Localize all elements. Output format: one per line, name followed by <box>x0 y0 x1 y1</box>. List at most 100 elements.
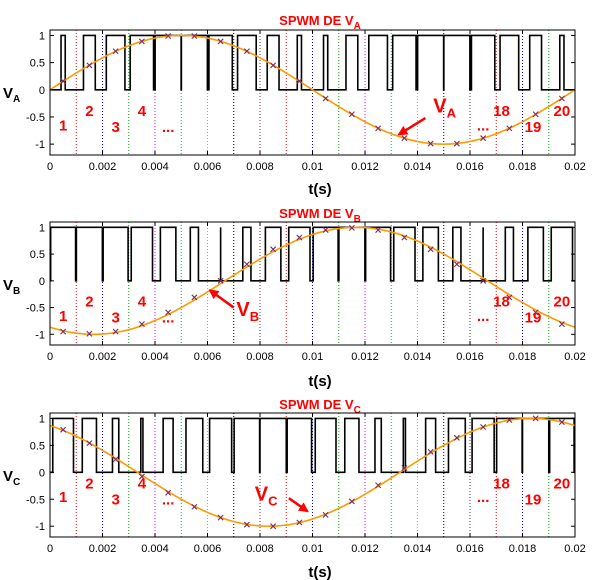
sample-marker <box>558 321 565 328</box>
subplot-title: SPWM DE VC <box>279 397 361 416</box>
x-tick-label: 0.008 <box>246 543 274 555</box>
sample-marker <box>480 424 487 431</box>
x-tick-label: 0.02 <box>564 351 585 363</box>
segment-label: 3 <box>111 310 119 327</box>
segment-label: 3 <box>111 492 119 509</box>
x-tick-label: 0.012 <box>351 543 379 555</box>
callout-arrow <box>288 497 309 513</box>
subplot-vc: SPWM DE VC VC t(s) 0 0.002 0.004 0.006 0.008… <box>3 397 586 580</box>
y-tick-label: -1 <box>35 521 45 533</box>
segment-label: 4 <box>138 293 147 310</box>
sample-marker <box>243 48 250 55</box>
sample-marker <box>322 227 329 234</box>
segment-label: ... <box>162 310 175 327</box>
segment-label: 19 <box>525 492 542 509</box>
segment-label: ... <box>477 118 490 135</box>
x-tick-label: 0.004 <box>141 161 169 173</box>
y-tick-label: 0.5 <box>30 58 45 70</box>
sample-marker <box>480 135 487 142</box>
x-axis-label: t(s) <box>308 564 331 580</box>
y-tick-label: 0 <box>39 85 45 97</box>
sample-marker <box>296 78 303 85</box>
sample-marker <box>322 511 329 518</box>
x-tick-label: 0.002 <box>89 351 117 363</box>
segment-label: 18 <box>493 293 510 310</box>
x-tick-label: 0.016 <box>456 543 484 555</box>
sample-marker <box>480 277 487 284</box>
segment-label: 1 <box>59 308 67 325</box>
y-tick-label: 0.5 <box>30 440 45 452</box>
x-tick-label: 0.002 <box>89 161 117 173</box>
callout-arrow <box>208 289 235 309</box>
segment-label: 2 <box>85 475 93 492</box>
sample-marker <box>112 456 119 463</box>
sample-marker <box>427 448 434 455</box>
sample-marker <box>217 514 224 521</box>
sample-marker <box>138 473 145 480</box>
y-tick-label: 1 <box>39 222 45 234</box>
subplot-title: SPWM DE VB <box>279 206 361 225</box>
segment-label: 1 <box>59 118 67 135</box>
x-tick-label: 0.02 <box>564 161 585 173</box>
x-tick-label: 0.02 <box>564 543 585 555</box>
segment-label: 2 <box>85 293 93 310</box>
sample-marker <box>348 224 355 231</box>
segment-label: 2 <box>85 103 93 120</box>
sine-reference-line <box>49 34 576 145</box>
sample-marker <box>453 140 460 147</box>
callout-label: VB <box>236 299 259 324</box>
y-tick-label: 0 <box>39 467 45 479</box>
y-axis-label: VC <box>3 468 20 488</box>
x-tick-label: 0.008 <box>246 161 274 173</box>
sample-marker <box>348 498 355 505</box>
segment-label: 4 <box>138 475 147 492</box>
segment-label: 4 <box>138 103 147 120</box>
x-tick-label: 0 <box>47 161 53 173</box>
x-tick-label: 0.006 <box>194 543 222 555</box>
sample-marker <box>506 417 513 423</box>
y-tick-label: 0 <box>39 276 45 288</box>
sample-marker <box>86 330 93 337</box>
y-tick-label: -0.5 <box>26 494 45 506</box>
pwm-waveform <box>50 417 575 474</box>
x-tick-label: 0.018 <box>509 161 537 173</box>
sample-marker <box>112 48 119 55</box>
x-axis-label: t(s) <box>308 373 331 390</box>
sample-marker <box>270 62 277 69</box>
subplot-vb: SPWM DE VB VB t(s) 0 0.002 0.004 0.006 0.008… <box>3 206 586 390</box>
x-tick-label: 0.018 <box>509 351 537 363</box>
segment-label: 20 <box>554 103 571 120</box>
sample-marker <box>165 32 172 39</box>
sample-marker <box>86 440 93 447</box>
sample-marker <box>112 328 119 335</box>
segment-label: 19 <box>525 310 542 327</box>
x-tick-label: 0.016 <box>456 351 484 363</box>
x-tick-label: 0.012 <box>351 161 379 173</box>
sample-marker <box>322 95 329 102</box>
sample-marker <box>348 111 355 118</box>
segment-label: ... <box>477 308 490 325</box>
sample-marker <box>375 227 382 234</box>
x-tick-label: 0.002 <box>89 543 117 555</box>
sample-marker <box>558 95 565 102</box>
x-tick-label: 0.018 <box>509 543 537 555</box>
sample-marker <box>270 523 277 530</box>
segment-label: 18 <box>493 475 510 492</box>
segment-label: 20 <box>554 293 571 310</box>
sample-marker <box>296 519 303 526</box>
sample-marker <box>506 294 513 301</box>
segment-label: 3 <box>111 119 119 136</box>
x-axis-label: t(s) <box>308 181 331 198</box>
x-tick-label: 0.01 <box>302 161 323 173</box>
segment-label: ... <box>162 119 175 136</box>
sample-marker <box>401 465 408 471</box>
x-tick-label: 0.016 <box>456 161 484 173</box>
y-tick-label: 1 <box>39 30 45 42</box>
sample-marker <box>401 135 408 142</box>
sample-marker <box>191 503 198 510</box>
y-axis-label: VA <box>3 85 20 105</box>
sample-marker <box>86 62 93 69</box>
sample-marker <box>401 234 408 241</box>
segment-label: 18 <box>493 103 510 120</box>
